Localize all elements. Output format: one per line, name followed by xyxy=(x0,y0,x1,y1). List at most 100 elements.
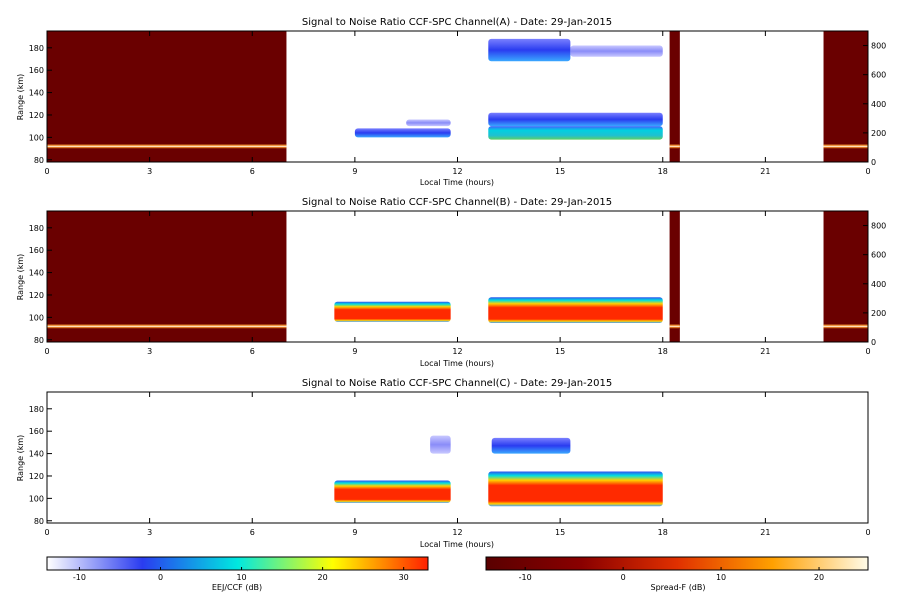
panel-a-eej-block xyxy=(488,38,571,62)
panel-a-spreadf-block xyxy=(47,31,287,162)
panel-b-xtick-label: 18 xyxy=(658,347,668,356)
panel-a-ylabel: Range (km) xyxy=(16,74,25,121)
panel-a-eej-block xyxy=(354,128,451,138)
panel-a-title: Signal to Noise Ratio CCF-SPC Channel(A)… xyxy=(302,17,612,28)
colorbar-spreadf-tick-label: 10 xyxy=(716,573,726,582)
panel-a-plot: 0 3 6 9 12 15 18 21 0801001201401601800200400600… xyxy=(29,30,886,176)
panel-b-plot: 0 3 6 9 12 15 18 21 0801001201401601800200400600… xyxy=(29,210,886,356)
panel-a-xtick-label: 3 xyxy=(147,167,152,176)
panel-b-xtick-label: 0 xyxy=(44,347,49,356)
panel-a-eej-block xyxy=(488,112,663,127)
panel-c-ytick-label: 140 xyxy=(29,450,44,459)
panel-c-ytick-label: 160 xyxy=(29,427,44,436)
colorbar-eej-tick-label: 0 xyxy=(158,573,163,582)
panel-c-xtick-label: 3 xyxy=(147,528,152,537)
panel-c-ytick-label: 180 xyxy=(29,405,44,414)
colorbar-eej-tick-label: -10 xyxy=(73,573,86,582)
panel-a-xtick-label: 18 xyxy=(658,167,668,176)
colorbar-eej-tick-label: 30 xyxy=(399,573,409,582)
colorbar-spreadf: -10 0 10 20 Spread-F (dB) xyxy=(485,556,869,592)
panel-c-xtick-label: 0 xyxy=(44,528,49,537)
colorbar-eej-tick-label: 20 xyxy=(318,573,328,582)
panel-c-xtick-label: 0 xyxy=(865,528,870,537)
panel-b-xtick-label: 15 xyxy=(555,347,565,356)
panel-b-rtick-label: 400 xyxy=(871,280,886,289)
panel-b-ytick-label: 80 xyxy=(34,336,44,345)
panel-a-spreadf-trace xyxy=(669,143,680,149)
panel-a-ytick-label: 180 xyxy=(29,44,44,53)
colorbar-eej-tick-label: 10 xyxy=(236,573,246,582)
panel-c-eej-block xyxy=(491,437,571,454)
panel-b-rtick-label: 0 xyxy=(871,338,876,347)
panel-a-rtick-label: 600 xyxy=(871,71,886,80)
colorbar-spreadf-label: Spread-F (dB) xyxy=(650,583,705,592)
panel-b-ytick-label: 140 xyxy=(29,269,44,278)
panel-a-xlabel: Local Time (hours) xyxy=(420,178,494,187)
panel-a-eej-block xyxy=(488,126,663,140)
panel-a-xtick-label: 6 xyxy=(250,167,255,176)
panel-c-xtick-label: 6 xyxy=(250,528,255,537)
panel-a-xtick-label: 0 xyxy=(44,167,49,176)
panel-c-ytick-label: 100 xyxy=(29,494,44,503)
panel-b-spreadf-trace xyxy=(47,323,287,329)
panel-b-ytick-label: 100 xyxy=(29,313,44,322)
panel-b-rtick-label: 800 xyxy=(871,222,886,231)
panel-a-spreadf-block xyxy=(669,31,680,162)
panel-a-rtick-label: 800 xyxy=(871,42,886,51)
panel-c-xtick-label: 21 xyxy=(760,528,770,537)
panel-c-xtick-label: 9 xyxy=(352,528,357,537)
panel-a-xtick-label: 15 xyxy=(555,167,565,176)
panel-c-xtick-label: 18 xyxy=(658,528,668,537)
panel-b-xlabel: Local Time (hours) xyxy=(420,359,494,368)
panel-a-xtick-label: 9 xyxy=(352,167,357,176)
panel-b-xtick-label: 21 xyxy=(760,347,770,356)
panel-a-eej-block xyxy=(570,45,663,57)
panel-c-xlabel: Local Time (hours) xyxy=(420,540,494,549)
panel-b-ytick-label: 160 xyxy=(29,246,44,255)
panel-c: Signal to Noise Ratio CCF-SPC Channel(C)… xyxy=(16,378,871,549)
panel-a-xtick-label: 21 xyxy=(760,167,770,176)
colorbar-eej-label: EEJ/CCF (dB) xyxy=(212,583,262,592)
colorbar-eej: -10 0 10 20 30 EEJ/CCF (dB) xyxy=(46,556,429,592)
colorbar-eej-gradient xyxy=(46,556,429,571)
panel-c-eej-block xyxy=(488,471,663,507)
panel-a-eej-block xyxy=(406,119,451,127)
panel-a-ytick-label: 160 xyxy=(29,66,44,75)
panel-b-ytick-label: 120 xyxy=(29,291,44,300)
panel-b-spreadf-block xyxy=(823,211,868,342)
panel-b-spreadf-trace xyxy=(669,323,680,329)
panel-b-rtick-label: 600 xyxy=(871,251,886,260)
panel-b-rtick-label: 200 xyxy=(871,309,886,318)
panel-c-ylabel: Range (km) xyxy=(16,435,25,482)
panel-c-eej-block xyxy=(430,435,451,454)
panel-b-xtick-label: 3 xyxy=(147,347,152,356)
panel-b-eej-block xyxy=(488,297,663,323)
panel-a: Signal to Noise Ratio CCF-SPC Channel(A)… xyxy=(16,17,886,187)
panel-c-title: Signal to Noise Ratio CCF-SPC Channel(C)… xyxy=(302,378,612,389)
panel-b-xtick-label: 0 xyxy=(865,347,870,356)
panel-a-rtick-label: 400 xyxy=(871,100,886,109)
panel-a-ytick-label: 120 xyxy=(29,111,44,120)
panel-b-ytick-label: 180 xyxy=(29,224,44,233)
panel-a-ytick-label: 100 xyxy=(29,133,44,142)
colorbar-spreadf-tick-label: 0 xyxy=(621,573,626,582)
panel-b-xtick-label: 9 xyxy=(352,347,357,356)
panel-c-frame xyxy=(46,391,869,524)
panel-a-xtick-label: 12 xyxy=(452,167,462,176)
panel-b-ylabel: Range (km) xyxy=(16,254,25,301)
panel-b-xtick-label: 6 xyxy=(250,347,255,356)
panel-b: Signal to Noise Ratio CCF-SPC Channel(B)… xyxy=(16,197,886,368)
panel-a-rtick-label: 200 xyxy=(871,129,886,138)
panel-a-spreadf-block xyxy=(823,31,868,162)
panel-b-spreadf-trace xyxy=(823,323,868,329)
panel-c-xtick-label: 15 xyxy=(555,528,565,537)
panel-c-eej-block xyxy=(334,480,451,503)
panel-a-spreadf-trace xyxy=(47,143,287,149)
panel-b-xtick-label: 12 xyxy=(452,347,462,356)
panel-b-spreadf-block xyxy=(47,211,287,342)
panel-a-rtick-label: 0 xyxy=(871,158,876,167)
panel-b-eej-block xyxy=(334,301,451,322)
panel-a-ytick-label: 140 xyxy=(29,89,44,98)
